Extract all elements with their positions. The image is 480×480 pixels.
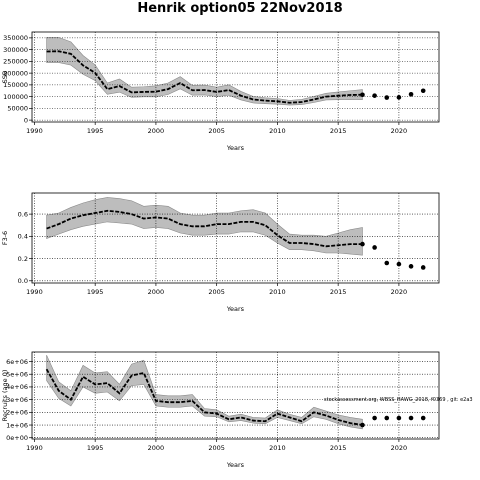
recruits-xtick-label: 2010: [269, 444, 286, 452]
ssb-ytick-label: 350000: [3, 34, 28, 42]
recruits-forecast-point: [360, 422, 365, 428]
recruits-xtick-label: 2020: [391, 444, 408, 452]
ssb-ytick-label: 250000: [3, 58, 28, 66]
recruits-ytick-label: 1e+06: [6, 421, 28, 429]
ssb-ytick-label: 150000: [3, 81, 28, 89]
ssb-xaxis-label: Years: [226, 144, 245, 152]
f-forecast-point: [408, 264, 414, 269]
ssb-forecast-point: [420, 88, 426, 94]
ssb-panel: 1990 1995 2000 2005 2010 2015 2020 0 50000 100000…: [1, 31, 440, 152]
ssb-ytick-label: 100000: [3, 93, 28, 101]
recruits-xtick-label: 2005: [208, 444, 225, 452]
recruits-ytick-label: 2e+06: [6, 409, 28, 417]
f-xtick-label: 2015: [330, 288, 347, 296]
f-xtick-label: 2010: [269, 288, 286, 296]
recruits-ytick-label: 5e+06: [6, 371, 28, 379]
recruits-ytick-label: 0e+00: [6, 434, 28, 442]
recruits-axes-frame: [31, 351, 440, 440]
f-ytick-label: 0.0: [18, 277, 28, 285]
fishing-mortality-panel: 1990 1995 2000 2005 2010 2015 2020 0.0 0.2 0.4 0.6…: [1, 192, 440, 313]
recruits-xtick-label: 2000: [148, 444, 165, 452]
recruits-forecast-point: [384, 415, 390, 421]
recruits-xtick-label: 1990: [26, 444, 43, 452]
ssb-forecast-point: [372, 93, 377, 98]
ssb-axes-frame: [31, 31, 440, 123]
recruits-estimate-line: [45, 368, 363, 426]
ssb-xtick-label: 2015: [330, 127, 347, 135]
f-forecast-point: [360, 241, 365, 247]
ssb-ytick-label: 0: [24, 116, 28, 124]
f-yaxis-label: F3-6: [1, 231, 9, 245]
f-xtick-label: 1990: [26, 288, 43, 296]
recruits-ytick-label: 3e+06: [6, 396, 28, 404]
figure-title: Henrik option05 22Nov2018: [137, 1, 342, 16]
f-estimate-line: [46, 209, 363, 248]
recruits-xtick-label: 2015: [330, 444, 347, 452]
ssb-ytick-label: 300000: [3, 46, 28, 54]
recruits-ytick-label: 6e+06: [6, 358, 28, 366]
ssb-ytick-label: 50000: [7, 105, 28, 113]
f-ytick-label: 0.4: [18, 233, 28, 241]
ssb-yaxis-label: SSB: [1, 71, 9, 84]
f-ytick-label: 0.6: [18, 210, 28, 218]
ssb-xtick-label: 1990: [26, 127, 43, 135]
recruits-forecast-point: [420, 415, 426, 421]
ssb-forecast-point: [384, 95, 390, 100]
f-ytick-label: 0.2: [18, 255, 28, 263]
ssb-xtick-label: 2010: [269, 127, 286, 135]
recruits-forecast-point: [408, 415, 414, 421]
f-forecast-point: [372, 245, 377, 250]
recruits-confidence-band: [46, 355, 363, 430]
ssb-estimate-line: [46, 50, 363, 104]
f-forecast-point: [396, 261, 402, 267]
ssb-forecast-point: [396, 95, 402, 100]
ssb-confidence-band: [46, 37, 363, 106]
f-xtick-label: 2005: [208, 288, 225, 296]
recruitment-panel: 1990 1995 2000 2005 2010 2015 2020 0e+00 1e+06 2e…: [1, 351, 440, 469]
recruits-yaxis-label: Recruits (age 0): [1, 370, 9, 422]
f-xtick-label: 2000: [148, 288, 165, 296]
ssb-xtick-label: 2020: [391, 127, 408, 135]
recruits-forecast-point: [372, 415, 377, 421]
f-forecast-point: [420, 265, 426, 270]
recruits-xaxis-label: Years: [226, 461, 245, 469]
ssb-xtick-label: 2000: [148, 127, 165, 135]
f-forecast-point: [384, 260, 390, 266]
ssb-xtick-label: 1995: [87, 127, 104, 135]
ssb-xtick-label: 2005: [208, 127, 225, 135]
f-axes-frame: [31, 192, 440, 284]
ssb-ytick-label: 200000: [3, 69, 28, 77]
f-xtick-label: 2020: [391, 288, 408, 296]
f-xtick-label: 1995: [87, 288, 104, 296]
recruits-xtick-label: 1995: [87, 444, 104, 452]
recruits-forecast-point: [396, 415, 402, 421]
recruits-ytick-label: 4e+06: [6, 383, 28, 391]
ssb-forecast-point: [360, 92, 365, 98]
ssb-forecast-point: [408, 91, 414, 97]
source-annotation: stockassessment.org, WBSS_HAWG_2018, f03…: [324, 397, 473, 403]
f-xaxis-label: Years: [226, 305, 245, 313]
